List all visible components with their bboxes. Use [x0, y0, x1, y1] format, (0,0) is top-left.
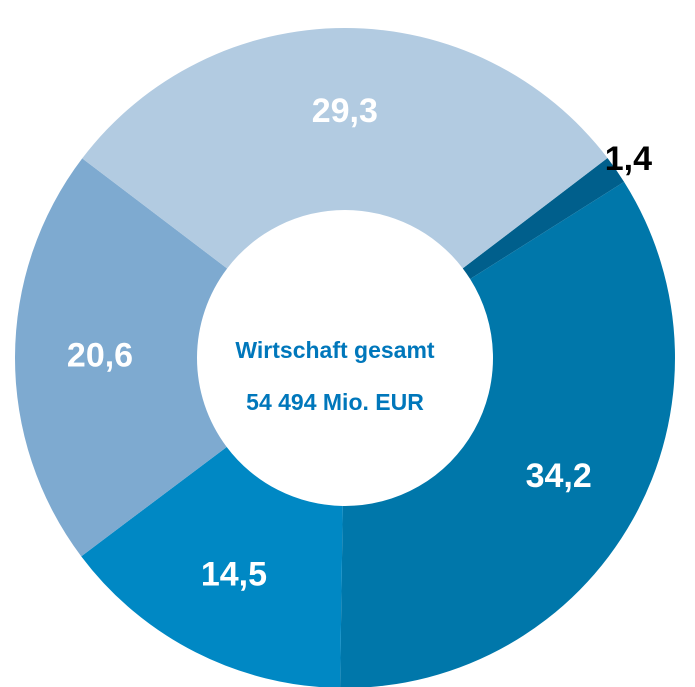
donut-slice	[14, 158, 228, 557]
center-total: 54 494 Mio. EUR	[246, 389, 424, 415]
donut-slice	[340, 181, 675, 687]
donut-slice	[81, 446, 343, 687]
donut-slice	[462, 158, 625, 280]
data-label: 29,3	[312, 92, 378, 130]
center-title: Wirtschaft gesamt	[235, 337, 435, 363]
data-label: 1,4	[605, 140, 652, 178]
data-label: 20,6	[67, 336, 133, 374]
donut-slice	[82, 28, 608, 269]
data-label: 14,5	[201, 555, 267, 593]
data-label: 34,2	[526, 457, 592, 495]
